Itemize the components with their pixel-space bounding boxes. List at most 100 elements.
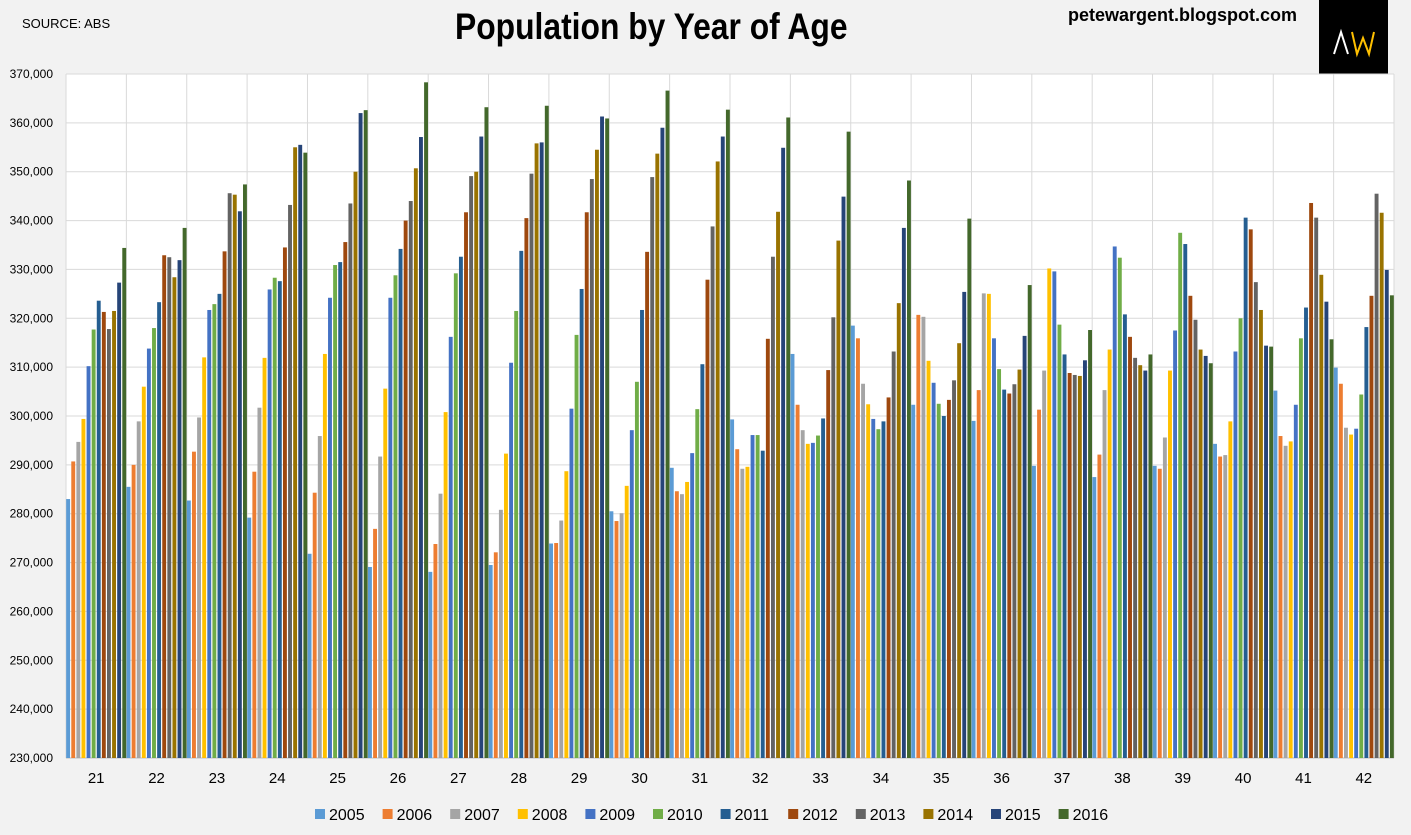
bar-age-36-2005 bbox=[971, 420, 976, 758]
bar-age-33-2008 bbox=[805, 443, 810, 758]
bar-age-30-2011 bbox=[640, 309, 644, 758]
bar-age-40-2012 bbox=[1248, 229, 1253, 758]
bar-age-34-2014 bbox=[896, 303, 901, 758]
bar-age-25-2009 bbox=[328, 297, 332, 758]
bar-age-33-2010 bbox=[816, 435, 820, 758]
bar-age-26-2012 bbox=[403, 220, 408, 759]
bar-age-31-2012 bbox=[705, 279, 710, 758]
bar-age-30-2012 bbox=[645, 251, 650, 758]
gridlines bbox=[65, 73, 1395, 759]
bar-age-31-2016 bbox=[725, 109, 730, 758]
bar-age-37-2012 bbox=[1067, 373, 1072, 758]
bar-age-39-2012 bbox=[1188, 295, 1193, 758]
bar-age-33-2006 bbox=[795, 404, 800, 758]
bar-age-33-2014 bbox=[836, 240, 841, 759]
x-tick-label: 26 bbox=[390, 770, 407, 787]
x-tick-label: 22 bbox=[148, 770, 165, 787]
bar-age-35-2015 bbox=[962, 291, 967, 758]
bar-age-31-2015 bbox=[720, 136, 725, 759]
bar-age-28-2015 bbox=[539, 142, 544, 758]
legend-label-2006: 2006 bbox=[397, 807, 433, 824]
chart-title: Population by Year of Age bbox=[455, 6, 848, 47]
bar-age-33-2013 bbox=[831, 317, 836, 758]
bar-age-22-2012 bbox=[162, 255, 167, 758]
bar-age-24-2006 bbox=[252, 471, 257, 758]
legend-swatch-2016 bbox=[1058, 809, 1069, 819]
bar-age-28-2010 bbox=[514, 310, 519, 758]
bar-age-27-2011 bbox=[458, 256, 463, 758]
bar-age-26-2006 bbox=[373, 528, 377, 758]
bar-age-39-2007 bbox=[1162, 437, 1167, 758]
y-tick-label: 300,000 bbox=[10, 409, 54, 423]
bar-age-31-2006 bbox=[674, 491, 679, 758]
bar-age-29-2005 bbox=[549, 543, 553, 758]
bar-age-23-2006 bbox=[192, 451, 196, 758]
x-tick-label: 32 bbox=[752, 770, 769, 787]
legend-swatch-2011 bbox=[720, 809, 731, 819]
bar-age-23-2010 bbox=[212, 304, 217, 758]
bar-age-23-2005 bbox=[186, 500, 191, 758]
bar-age-28-2005 bbox=[488, 565, 493, 758]
bar-age-27-2006 bbox=[433, 544, 438, 758]
bar-age-36-2007 bbox=[981, 293, 986, 758]
bar-age-32-2006 bbox=[735, 449, 740, 758]
bar-age-39-2016 bbox=[1208, 363, 1213, 758]
bar-age-38-2011 bbox=[1122, 314, 1127, 758]
bar-age-22-2014 bbox=[172, 277, 177, 758]
bar-age-23-2016 bbox=[243, 184, 247, 759]
bar-age-41-2006 bbox=[1278, 436, 1283, 758]
x-tick-label: 37 bbox=[1054, 770, 1071, 787]
bar-age-32-2010 bbox=[755, 435, 760, 758]
bar-age-38-2005 bbox=[1092, 477, 1097, 758]
bar-age-34-2012 bbox=[886, 397, 891, 758]
legend-label-2011: 2011 bbox=[735, 807, 770, 824]
x-tick-label: 29 bbox=[571, 770, 588, 787]
bar-age-25-2016 bbox=[363, 110, 368, 758]
x-axis-ticks: 21 22 23 24 25 26 27 28 29 30 31 32 33 34 35 36 37 38 39 40… bbox=[88, 770, 1372, 787]
bar-age-37-2013 bbox=[1072, 374, 1077, 758]
bar-age-34-2005 bbox=[850, 325, 855, 758]
bar-age-30-2008 bbox=[624, 485, 629, 758]
x-tick-label: 40 bbox=[1235, 770, 1252, 787]
x-tick-label: 23 bbox=[209, 770, 226, 787]
bar-age-30-2015 bbox=[660, 127, 665, 758]
bar-age-26-2005 bbox=[368, 566, 372, 758]
bar-age-34-2007 bbox=[861, 383, 866, 758]
bar-age-23-2011 bbox=[217, 293, 222, 758]
bar-age-38-2007 bbox=[1102, 390, 1107, 758]
bar-age-35-2011 bbox=[941, 416, 946, 758]
bar-age-39-2011 bbox=[1183, 244, 1188, 759]
bar-age-21-2009 bbox=[86, 366, 91, 758]
bar-age-37-2014 bbox=[1077, 375, 1082, 758]
bar-age-23-2008 bbox=[202, 357, 207, 758]
bar-age-35-2007 bbox=[921, 316, 926, 758]
bar-age-26-2015 bbox=[419, 137, 423, 759]
bar-age-37-2011 bbox=[1062, 354, 1067, 758]
bar-age-28-2009 bbox=[509, 362, 514, 758]
bar-age-35-2010 bbox=[936, 403, 941, 758]
bar-age-26-2011 bbox=[398, 248, 403, 758]
legend-swatch-2012 bbox=[788, 809, 799, 819]
y-tick-label: 290,000 bbox=[10, 458, 54, 472]
source-note: SOURCE: ABS bbox=[22, 16, 111, 31]
bar-age-37-2015 bbox=[1083, 360, 1087, 758]
bar-age-25-2005 bbox=[307, 553, 312, 758]
legend-label-2007: 2007 bbox=[464, 807, 500, 824]
y-tick-label: 310,000 bbox=[10, 360, 54, 374]
bar-age-25-2006 bbox=[312, 492, 317, 758]
legend-label-2008: 2008 bbox=[532, 807, 568, 824]
bar-age-22-2005 bbox=[126, 486, 131, 758]
legend-label-2013: 2013 bbox=[870, 807, 906, 824]
bar-age-37-2006 bbox=[1037, 409, 1041, 758]
legend-swatch-2010 bbox=[653, 809, 663, 819]
bar-age-41-2014 bbox=[1319, 274, 1324, 758]
bar-age-42-2009 bbox=[1354, 428, 1359, 758]
bar-age-31-2009 bbox=[690, 453, 695, 758]
x-tick-label: 28 bbox=[510, 770, 527, 787]
bar-age-26-2007 bbox=[378, 456, 383, 758]
bar-age-32-2013 bbox=[770, 256, 775, 758]
bar-age-37-2016 bbox=[1088, 330, 1092, 758]
bar-age-22-2006 bbox=[131, 464, 136, 758]
x-tick-label: 34 bbox=[873, 770, 890, 787]
